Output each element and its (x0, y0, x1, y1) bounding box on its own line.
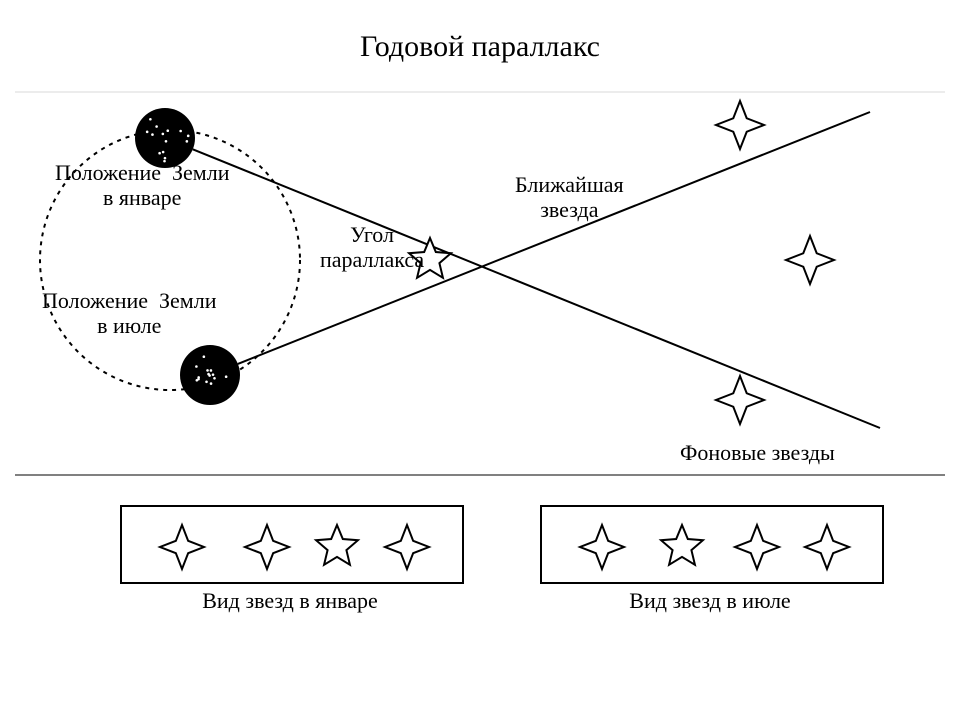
label-earth-january: Положение Земли в январе (55, 160, 229, 211)
panel-january (120, 505, 464, 584)
background-star-icon (786, 236, 834, 284)
label-earth-jul-l2: в июле (97, 313, 161, 338)
background-star-icon (735, 525, 779, 569)
background-star-icon (716, 376, 764, 424)
background-star-icon (160, 525, 204, 569)
panel-july (540, 505, 884, 584)
caption-january: Вид звезд в январе (120, 588, 460, 614)
label-earth-jan-l1: Положение Земли (55, 160, 229, 185)
label-near-star: Ближайшая звезда (515, 172, 624, 223)
near-star-icon (316, 525, 358, 565)
background-star-icon (805, 525, 849, 569)
panel-january-stars (122, 507, 462, 582)
caption-july: Вид звезд в июле (540, 588, 880, 614)
near-star-icon (661, 525, 703, 565)
label-earth-jan-l2: в январе (103, 185, 181, 210)
label-near-l1: Ближайшая (515, 172, 624, 197)
background-star-icon (580, 525, 624, 569)
label-angle-l2: параллакса (320, 247, 424, 272)
background-star-icon (385, 525, 429, 569)
label-angle-l1: Угол (350, 222, 394, 247)
label-earth-jul-l1: Положение Земли (42, 288, 216, 313)
label-parallax-angle: Угол параллакса (320, 222, 424, 273)
label-earth-july: Положение Земли в июле (42, 288, 216, 339)
label-background-stars: Фоновые звезды (680, 440, 835, 465)
panel-july-stars (542, 507, 882, 582)
background-star-icon (716, 101, 764, 149)
label-near-l2: звезда (540, 197, 598, 222)
background-star-icon (245, 525, 289, 569)
earth-january-icon (135, 108, 195, 168)
earth-july-icon (180, 345, 240, 405)
